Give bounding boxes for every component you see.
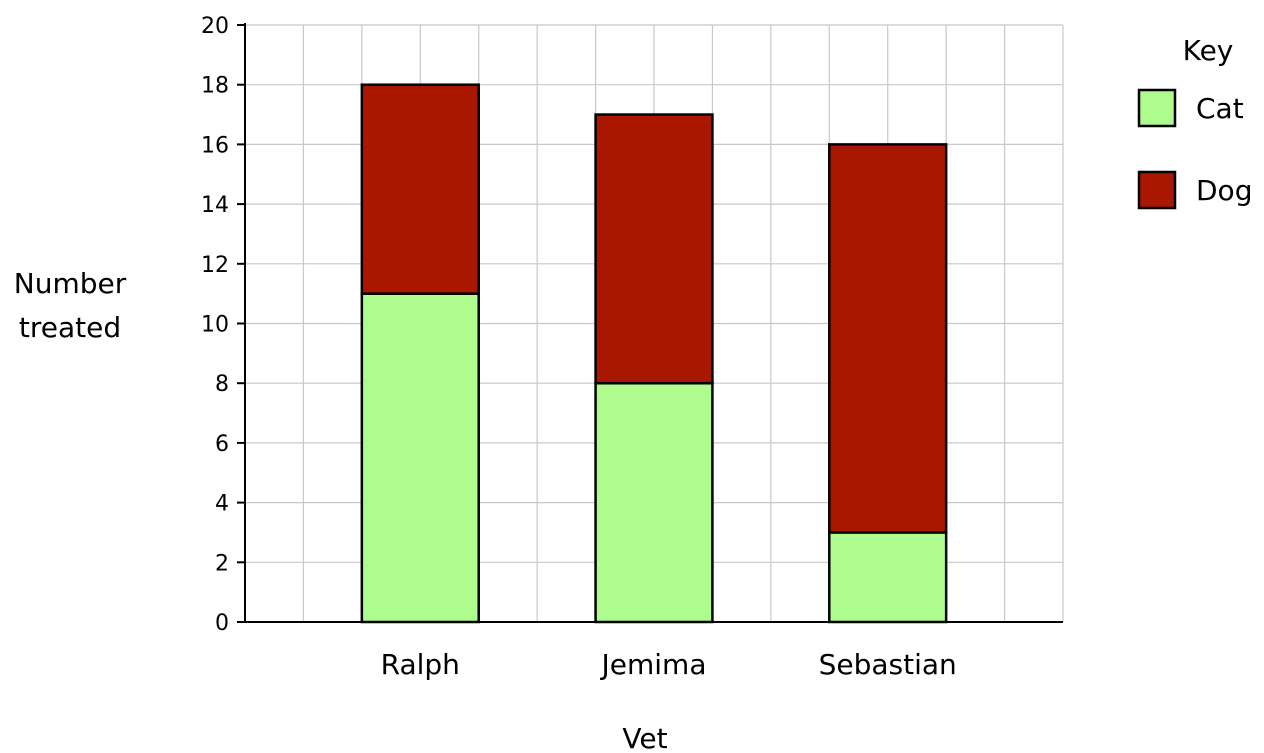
y-tick-label: 12 [201, 253, 229, 278]
bar-jemima-dog [594, 113, 714, 385]
bar-sebastian-dog [828, 143, 948, 534]
y-tick-label: 14 [201, 193, 229, 218]
bar-ralph-dog [360, 83, 480, 295]
y-tick-label: 4 [215, 492, 229, 517]
legend-swatch-cat [1137, 88, 1177, 128]
legend-title: Key [1183, 34, 1234, 67]
bars [360, 83, 948, 624]
y-tick-label: 20 [201, 14, 229, 39]
x-tick-label: Jemima [600, 648, 707, 681]
legend-label-dog: Dog [1196, 174, 1252, 207]
bar-sebastian-cat [828, 531, 948, 624]
axes [237, 23, 1063, 623]
y-tick-label: 6 [215, 432, 229, 457]
legend-label-cat: Cat [1196, 92, 1244, 125]
x-tick-labels: Ralph Jemima Sebastian [381, 648, 957, 681]
y-tick-label: 18 [201, 74, 229, 99]
y-axis-title-line-1: Number [13, 267, 127, 300]
y-tick-label: 2 [215, 551, 229, 576]
x-tick-label: Sebastian [819, 648, 957, 681]
y-tick-label: 0 [215, 611, 229, 636]
legend: Key Cat Dog [1137, 34, 1252, 210]
bar-ralph-cat [360, 292, 480, 624]
y-tick-label: 10 [201, 313, 229, 338]
y-tick-label: 8 [215, 372, 229, 397]
y-tick-label: 16 [201, 133, 229, 158]
legend-swatch-dog [1137, 170, 1177, 210]
y-axis-title: Number treated [0, 262, 140, 350]
x-axis-title: Vet [622, 722, 667, 753]
y-axis-title-line-2: treated [18, 311, 122, 344]
x-tick-label: Ralph [381, 648, 460, 681]
y-tick-labels: 0 2 4 6 8 10 12 14 16 18 20 [201, 14, 229, 636]
bar-jemima-cat [594, 381, 714, 624]
